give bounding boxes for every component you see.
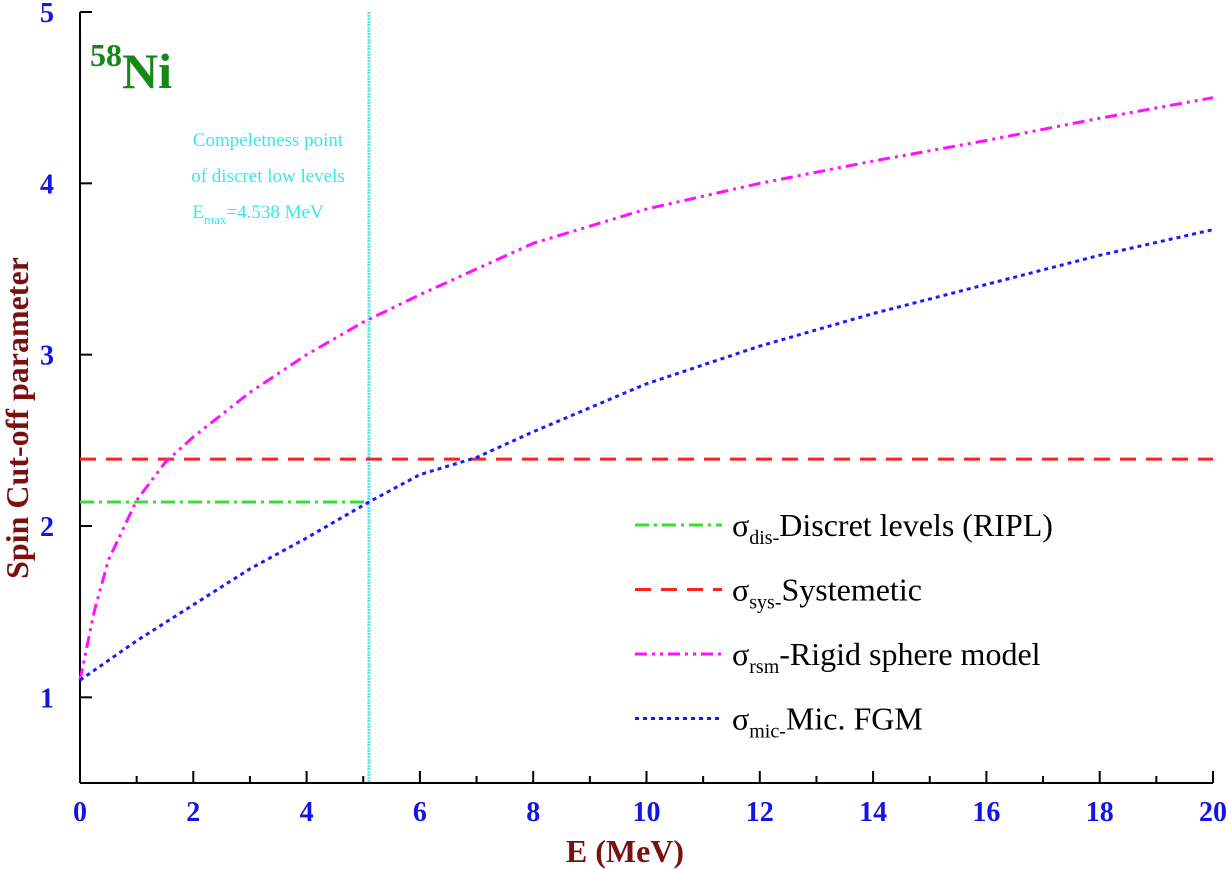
- legend-symbol: σ: [732, 572, 749, 608]
- y-tick-label: 3: [40, 341, 54, 372]
- series-line: [79, 228, 1214, 682]
- x-tick-label: 2: [186, 797, 200, 828]
- legend-text: Systemetic: [781, 572, 921, 608]
- y-axis-title: Spin Cut-off parameter: [0, 257, 35, 579]
- legend-symbol: σ: [732, 636, 749, 672]
- x-axis-title: E (MeV): [566, 833, 684, 869]
- legend-entry: σdis-Discret levels (RIPL): [732, 507, 1053, 549]
- annotation: Emax=4.538 MeV: [192, 202, 324, 227]
- x-tick-label: 16: [972, 797, 1000, 828]
- legend-subscript: sys-: [749, 592, 781, 614]
- x-tick-label: 10: [633, 797, 661, 828]
- chart-title: 58Ni: [90, 37, 172, 99]
- legend-symbol: σ: [732, 507, 749, 543]
- y-tick-label: 4: [40, 169, 54, 200]
- x-tick-label: 14: [859, 797, 887, 828]
- title-text: Ni: [122, 43, 172, 99]
- legend-text: Mic. FGM: [786, 701, 923, 737]
- annotation: Compeletness point: [193, 130, 344, 151]
- annotation-part: =4.538 MeV: [226, 202, 324, 223]
- legend-subscript: mic-: [749, 721, 786, 743]
- series-line: [78, 96, 1214, 681]
- annotation: of discret low levels: [191, 166, 345, 187]
- annotation-part: E: [192, 202, 204, 223]
- x-tick-label: 6: [413, 797, 427, 828]
- legend-subscript: dis-: [749, 527, 779, 549]
- legend-symbol: σ: [732, 701, 749, 737]
- x-tick-label: 4: [300, 797, 314, 828]
- x-tick-label: 20: [1199, 797, 1227, 828]
- y-tick-label: 2: [40, 512, 54, 543]
- x-tick-label: 18: [1086, 797, 1114, 828]
- legend-entry: σrsm-Rigid sphere model: [732, 636, 1041, 678]
- legend-text: -Rigid sphere model: [779, 636, 1040, 672]
- x-tick-label: 8: [526, 797, 540, 828]
- legend-entry: σmic-Mic. FGM: [732, 701, 923, 743]
- legend-subscript: rsm: [749, 656, 779, 678]
- legend-text: Discret levels (RIPL): [779, 507, 1053, 543]
- title-superscript: 58: [90, 37, 122, 73]
- x-tick-label: 0: [73, 797, 87, 828]
- annotation-part: max: [204, 212, 227, 227]
- legend-entry: σsys-Systemetic: [732, 572, 922, 614]
- y-tick-label: 5: [40, 0, 54, 29]
- y-tick-label: 1: [40, 683, 54, 714]
- x-tick-label: 12: [746, 797, 774, 828]
